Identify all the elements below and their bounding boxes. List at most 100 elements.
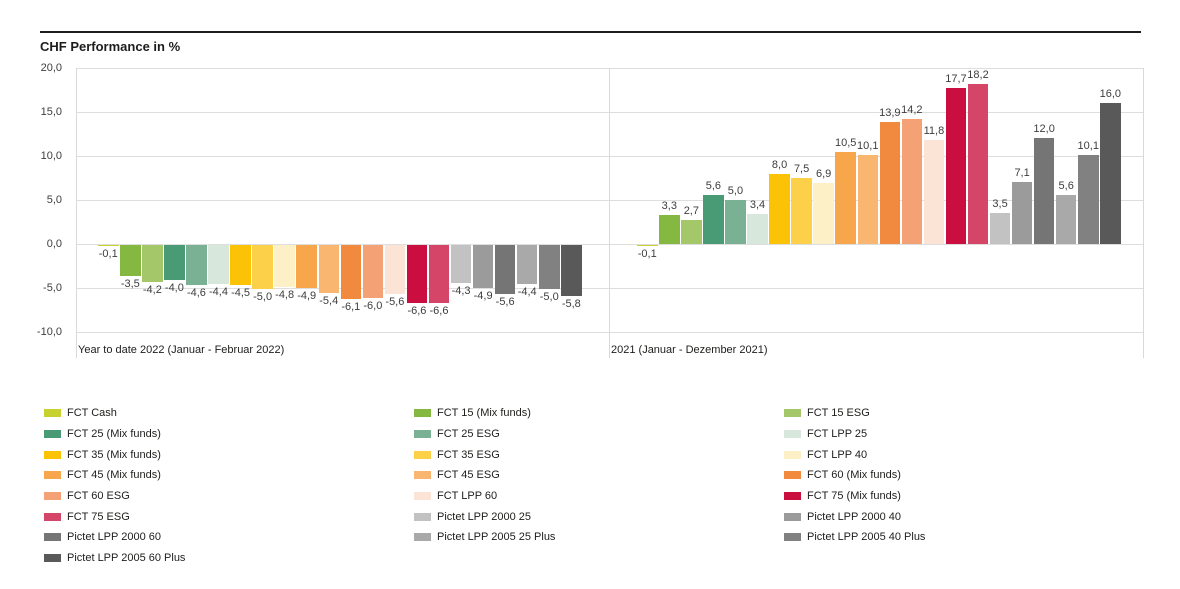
bar-value-label: -4,3 [451, 284, 471, 297]
bar-value-label: -4,9 [297, 290, 317, 303]
legend-label: FCT LPP 25 [807, 428, 868, 441]
legend-item-fct-35-esg: FCT 35 ESG [414, 444, 784, 465]
legend-item-fct-lpp-60: FCT LPP 60 [414, 486, 784, 507]
legend-item-pictet-lpp-2000-25: Pictet LPP 2000 25 [414, 506, 784, 527]
bar-fct-cash [637, 245, 658, 246]
bar-value-label: 2,7 [683, 205, 699, 218]
legend-item-fct-60-mix-funds: FCT 60 (Mix funds) [784, 465, 1154, 486]
legend-item-pictet-lpp-2005-40-plus: Pictet LPP 2005 40 Plus [784, 527, 1154, 548]
bar-value-label: 6,9 [815, 168, 832, 181]
bar-fct-35-esg [252, 245, 273, 289]
bar-fct-60-mix-funds [340, 245, 362, 299]
bar-value-label: -3,5 [120, 277, 140, 290]
legend-label: Pictet LPP 2000 60 [67, 531, 161, 544]
bar-value-label: -6,0 [363, 299, 383, 312]
bar-pictet-lpp-2000-60 [1033, 138, 1055, 244]
bar-value-label: 18,2 [967, 68, 989, 81]
bar-pictet-lpp-2000-40 [1011, 181, 1033, 244]
legend-swatch-pictet-lpp-2000-25 [414, 512, 431, 521]
bar-fct-cash [98, 245, 119, 246]
bar-value-label: -4,8 [275, 289, 295, 302]
bar-value-label: -6,6 [429, 305, 449, 318]
y-axis-tick-label: -5,0 [43, 282, 62, 294]
bar-fct-lpp-25 [747, 214, 768, 244]
bar-pictet-lpp-2000-40 [472, 245, 494, 289]
bar-pictet-lpp-2005-25-plus [516, 245, 538, 284]
legend-swatch-pictet-lpp-2005-40-plus [784, 533, 801, 542]
bar-fct-75-esg [428, 245, 450, 304]
legend-label: FCT 75 ESG [67, 510, 130, 523]
bar-fct-45-esg [318, 245, 339, 293]
bar-pictet-lpp-2005-60-plus [561, 245, 582, 297]
legend-swatch-fct-lpp-40 [784, 450, 801, 459]
bar-value-label: 10,5 [834, 136, 857, 149]
legend-swatch-pictet-lpp-2000-60 [44, 533, 61, 542]
legend-item-pictet-lpp-2000-60: Pictet LPP 2000 60 [44, 527, 414, 548]
chart-legend: FCT Cash FCT 15 (Mix funds) FCT 15 ESG FCT … [44, 403, 1154, 569]
bar-fct-45-esg [857, 155, 878, 244]
bar-fct-15-mix-funds [120, 245, 141, 276]
bar-fct-lpp-60 [923, 140, 945, 244]
legend-label: FCT 25 ESG [437, 428, 500, 441]
bar-value-label: -5,6 [495, 296, 515, 309]
legend-label: Pictet LPP 2005 40 Plus [807, 531, 926, 544]
bar-value-label: 7,5 [793, 163, 810, 175]
legend-swatch-fct-25-esg [414, 430, 431, 439]
bar-fct-lpp-60 [384, 245, 406, 295]
bar-fct-45-mix-funds [296, 245, 317, 289]
y-axis-tick-label: 5,0 [46, 194, 62, 206]
legend-item-pictet-lpp-2005-25-plus: Pictet LPP 2005 25 Plus [414, 527, 784, 548]
bar-value-label: 5,0 [727, 185, 744, 197]
bar-value-label: 14,2 [901, 104, 923, 117]
bar-value-label: -5,6 [385, 296, 405, 309]
bar-fct-75-esg [967, 83, 989, 244]
bar-value-label: 7,1 [1014, 166, 1030, 179]
legend-item-fct-35-mix-funds: FCT 35 (Mix funds) [44, 444, 414, 465]
bar-value-label: -0,1 [98, 248, 118, 260]
bar-value-label: 16,0 [1099, 88, 1121, 101]
bar-value-label: -5,4 [319, 294, 339, 307]
chart-title: CHF Performance in % [40, 39, 181, 54]
legend-item-fct-cash: FCT Cash [44, 403, 414, 424]
bar-fct-45-mix-funds [835, 151, 856, 244]
bar-value-label: 5,6 [705, 179, 722, 192]
legend-swatch-fct-35-esg [414, 450, 431, 459]
bar-fct-60-esg [362, 245, 384, 298]
group-divider-line [608, 68, 610, 358]
legend-swatch-fct-25-mix-funds [44, 430, 61, 439]
bar-fct-25-esg [725, 200, 746, 244]
bar-fct-15-esg [681, 220, 702, 244]
legend-item-fct-25-esg: FCT 25 ESG [414, 424, 784, 445]
bar-value-label: 11,8 [923, 125, 945, 138]
bar-pictet-lpp-2005-40-plus [539, 245, 560, 289]
legend-label: FCT LPP 60 [437, 490, 498, 503]
y-axis-tick-label: 10,0 [40, 150, 62, 162]
bar-fct-15-mix-funds [659, 214, 680, 244]
legend-label: Pictet LPP 2005 25 Plus [437, 531, 556, 544]
bar-pictet-lpp-2000-25 [989, 213, 1011, 244]
legend-item-pictet-lpp-2000-40: Pictet LPP 2000 40 [784, 506, 1154, 527]
bar-value-label: 8,0 [771, 158, 788, 171]
legend-swatch-pictet-lpp-2005-25-plus [414, 533, 431, 542]
bar-pictet-lpp-2000-60 [494, 245, 516, 295]
bar-value-label: 3,5 [992, 198, 1008, 211]
legend-label: FCT 60 ESG [67, 490, 130, 503]
legend-label: Pictet LPP 2000 40 [807, 510, 901, 523]
legend-swatch-fct-35-mix-funds [44, 450, 61, 459]
bar-fct-25-esg [186, 245, 207, 286]
bar-value-label: 3,3 [661, 199, 677, 212]
legend-label: FCT 45 (Mix funds) [67, 469, 161, 482]
bar-fct-75-mix-funds [406, 245, 428, 304]
legend-label: FCT 25 (Mix funds) [67, 428, 161, 441]
legend-label: Pictet LPP 2000 25 [437, 510, 531, 523]
bar-fct-35-mix-funds [769, 173, 790, 244]
legend-swatch-fct-75-esg [44, 512, 61, 521]
bar-value-label: -4,6 [186, 287, 206, 300]
legend-item-fct-75-mix-funds: FCT 75 (Mix funds) [784, 486, 1154, 507]
group-label: Year to date 2022 (Januar - Februar 2022… [78, 344, 285, 356]
legend-label: FCT 15 (Mix funds) [437, 407, 531, 420]
legend-item-fct-lpp-25: FCT LPP 25 [784, 424, 1154, 445]
legend-swatch-fct-60-esg [44, 492, 61, 501]
legend-item-fct-45-esg: FCT 45 ESG [414, 465, 784, 486]
